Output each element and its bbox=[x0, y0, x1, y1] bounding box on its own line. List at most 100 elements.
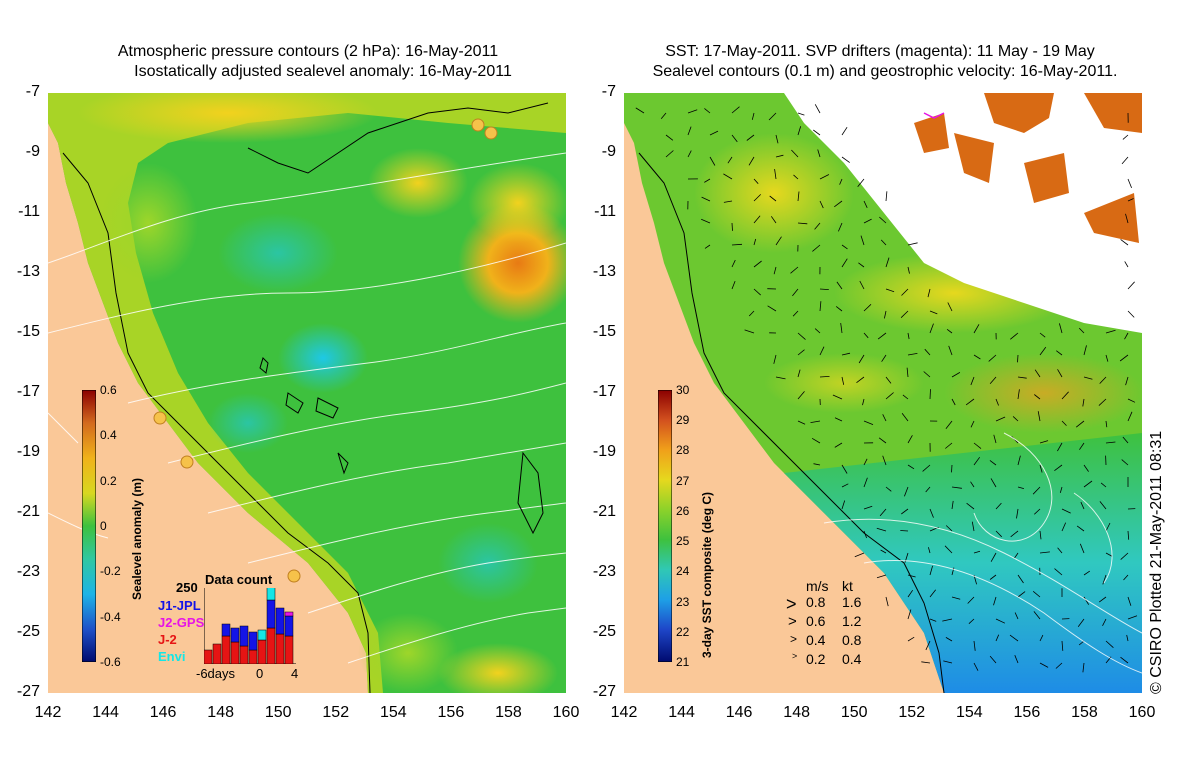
velocity-arrow bbox=[817, 149, 821, 158]
velocity-arrow bbox=[1083, 596, 1090, 605]
velocity-arrow bbox=[797, 420, 806, 425]
velocity-arrow bbox=[1099, 376, 1107, 384]
left-islands bbox=[259, 357, 544, 535]
velocity-arrow bbox=[791, 149, 799, 158]
velocity-arrow bbox=[836, 281, 843, 290]
velocity-key-kt: 0.8 bbox=[842, 632, 862, 648]
velocity-arrow bbox=[838, 222, 843, 232]
velocity-arrow bbox=[819, 376, 830, 378]
velocity-arrow bbox=[841, 464, 848, 474]
velocity-arrow bbox=[951, 500, 954, 510]
y-tick-label: -25 bbox=[16, 623, 40, 640]
velocity-arrow bbox=[819, 200, 824, 209]
y-tick-label: -19 bbox=[592, 443, 616, 460]
velocity-arrow bbox=[1039, 530, 1042, 540]
velocity-arrow bbox=[709, 156, 716, 166]
x-tick-label: 158 bbox=[1071, 704, 1098, 721]
colorbar-tick-label: 23 bbox=[676, 594, 690, 609]
velocity-arrow bbox=[775, 236, 782, 246]
colorbar-tick-label: 30 bbox=[676, 383, 690, 397]
velocity-arrow bbox=[951, 596, 961, 600]
y-tick-label: -15 bbox=[16, 323, 40, 340]
velocity-arrow bbox=[797, 112, 805, 116]
velocity-arrow bbox=[1127, 596, 1132, 606]
velocity-arrow bbox=[907, 266, 910, 274]
velocity-arrow bbox=[885, 191, 888, 202]
histogram-bar bbox=[284, 615, 294, 637]
velocity-arrow bbox=[774, 169, 777, 180]
velocity-arrow bbox=[687, 126, 692, 136]
velocity-arrow bbox=[1061, 420, 1067, 426]
velocity-arrow bbox=[731, 243, 743, 246]
data-count-series-label: J-2 bbox=[158, 632, 177, 647]
velocity-key-arrow: > bbox=[792, 651, 798, 661]
velocity-arrow bbox=[1127, 198, 1134, 202]
velocity-arrow bbox=[925, 640, 931, 651]
velocity-arrow bbox=[748, 310, 755, 317]
velocity-arrow bbox=[907, 589, 914, 598]
y-tick-label: -19 bbox=[16, 443, 40, 460]
velocity-arrow bbox=[751, 112, 755, 120]
velocity-arrow bbox=[1061, 391, 1069, 400]
velocity-arrow bbox=[748, 156, 755, 166]
velocity-arrow bbox=[1039, 662, 1049, 668]
velocity-arrow bbox=[834, 442, 843, 448]
x-tick-label: 144 bbox=[92, 704, 119, 721]
velocity-arrow bbox=[1125, 213, 1129, 224]
velocity-arrow bbox=[951, 398, 956, 406]
colorbar-tick-label: 0 bbox=[100, 519, 107, 533]
velocity-arrow bbox=[746, 134, 755, 141]
velocity-arrow bbox=[1076, 525, 1085, 532]
velocity-arrow bbox=[1098, 596, 1107, 603]
velocity-arrow bbox=[1034, 394, 1041, 400]
velocity-key-kt: 1.6 bbox=[842, 594, 862, 610]
velocity-arrow bbox=[1061, 508, 1071, 514]
velocity-arrow bbox=[1075, 420, 1085, 428]
velocity-arrow bbox=[1082, 398, 1085, 407]
y-tick-label: -13 bbox=[16, 263, 40, 280]
velocity-arrow bbox=[813, 129, 821, 136]
velocity-arrow bbox=[1017, 574, 1024, 584]
velocity-arrow bbox=[907, 353, 918, 356]
velocity-arrow bbox=[878, 437, 887, 444]
histogram-x-label: -6days bbox=[196, 666, 236, 681]
x-tick-label: 148 bbox=[783, 704, 810, 721]
velocity-arrow bbox=[906, 367, 909, 378]
velocity-key-kt-header: kt bbox=[842, 578, 853, 594]
velocity-arrow bbox=[929, 323, 934, 334]
velocity-arrow bbox=[731, 222, 733, 231]
velocity-arrow bbox=[989, 460, 997, 466]
velocity-arrow bbox=[995, 618, 1006, 624]
velocity-arrow bbox=[901, 412, 909, 422]
velocity-arrow bbox=[860, 235, 865, 246]
x-tick-label: 154 bbox=[379, 704, 407, 721]
velocity-arrow bbox=[907, 636, 915, 642]
velocity-arrow bbox=[770, 216, 777, 224]
velocity-arrow bbox=[863, 218, 872, 224]
histogram-bar bbox=[230, 641, 240, 664]
velocity-arrow bbox=[907, 609, 912, 620]
histogram-bar bbox=[248, 649, 258, 664]
velocity-arrow bbox=[1105, 552, 1113, 557]
colorbar-tick-label: 21 bbox=[676, 655, 690, 669]
velocity-arrow bbox=[1127, 178, 1132, 189]
x-tick-label: 146 bbox=[725, 704, 753, 721]
histogram-bar bbox=[221, 623, 231, 637]
velocity-arrow bbox=[792, 288, 799, 297]
velocity-arrow bbox=[1039, 332, 1046, 338]
velocity-arrow bbox=[687, 109, 698, 114]
velocity-arrow bbox=[942, 618, 953, 622]
velocity-arrow bbox=[989, 574, 997, 580]
velocity-arrow bbox=[1010, 530, 1019, 538]
velocity-arrow bbox=[929, 508, 934, 518]
velocity-arrow bbox=[687, 150, 692, 158]
velocity-arrow bbox=[768, 112, 777, 121]
left-tide-gauges bbox=[153, 118, 498, 583]
velocity-arrow bbox=[841, 483, 849, 488]
y-tick-label: -7 bbox=[601, 83, 616, 100]
velocity-arrow bbox=[1099, 501, 1107, 510]
x-tick-label: 154 bbox=[955, 704, 983, 721]
velocity-arrow bbox=[929, 589, 937, 598]
left-title-line1: Atmospheric pressure contours (2 hPa): 1… bbox=[117, 43, 499, 60]
velocity-arrow bbox=[907, 464, 915, 470]
